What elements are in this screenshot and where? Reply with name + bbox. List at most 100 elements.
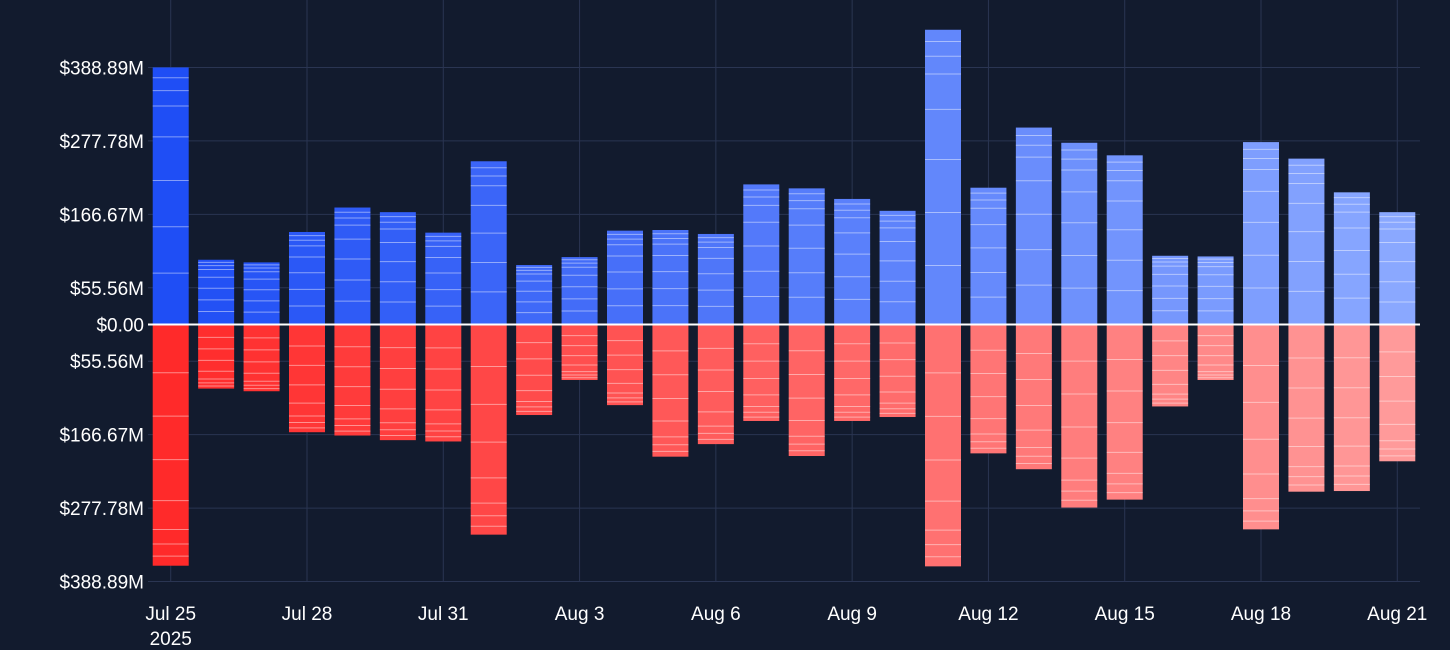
bar-group — [879, 210, 916, 418]
bar-negative — [1288, 324, 1325, 492]
bar-group — [1197, 256, 1234, 381]
bar-negative — [652, 324, 689, 457]
bar-negative — [1106, 324, 1143, 500]
bar-negative — [334, 324, 371, 436]
bar-negative — [243, 324, 280, 392]
bar-negative — [1061, 324, 1098, 508]
y-tick-label: $277.78M — [59, 499, 144, 520]
y-tick-label: $277.78M — [59, 132, 144, 153]
bar-negative — [607, 324, 643, 406]
bar-group — [788, 188, 825, 457]
bar-positive — [879, 210, 916, 325]
bar-group — [652, 229, 689, 457]
x-tick-label: Aug 12 — [958, 604, 1018, 625]
x-tick-label: Jul 31 — [418, 604, 469, 625]
bar-negative — [970, 324, 1007, 454]
bar-group — [607, 230, 643, 406]
bar-negative — [1333, 324, 1370, 492]
x-tick-label: Aug 9 — [827, 604, 877, 625]
x-tick-label: Aug 3 — [555, 604, 605, 625]
bar-negative — [470, 324, 507, 535]
bar-negative — [1152, 324, 1189, 407]
x-axis-ticks: Jul 25 Jul 28 Jul 31 Aug 3 Aug 6 Aug 9 Aug 12 A… — [145, 604, 1427, 625]
bar-group — [834, 198, 871, 421]
bar-positive — [743, 184, 780, 325]
bar-negative — [879, 324, 916, 418]
bar-positive — [289, 231, 325, 325]
bar-negative — [1243, 324, 1279, 530]
bar-negative — [1015, 324, 1052, 470]
x-tick-label: Aug 21 — [1367, 604, 1427, 625]
bar-positive — [607, 230, 643, 325]
bar-negative — [379, 324, 416, 441]
bar-positive — [1243, 142, 1279, 325]
bar-group — [470, 161, 507, 535]
bar-group — [425, 232, 462, 442]
bar-positive — [516, 265, 553, 325]
bar-positive — [788, 188, 825, 325]
bar-positive — [425, 232, 462, 325]
bar-positive — [1197, 256, 1234, 325]
bar-group — [334, 207, 371, 436]
bar-positive — [152, 67, 189, 325]
x-tick-label: Jul 28 — [282, 604, 333, 625]
bar-positive — [697, 233, 734, 325]
bar-group — [743, 184, 780, 421]
bar-group — [198, 259, 235, 389]
bar-positive — [1061, 142, 1098, 325]
bar-negative — [516, 324, 553, 416]
x-tick-label: Aug 6 — [691, 604, 741, 625]
bar-group — [1106, 155, 1143, 500]
bar-negative — [152, 324, 189, 566]
bar-positive — [379, 212, 416, 325]
bar-group — [152, 67, 189, 566]
bars — [152, 29, 1416, 567]
bar-group — [1061, 142, 1098, 508]
bar-group — [925, 29, 961, 567]
y-tick-label: $166.67M — [59, 205, 144, 226]
bar-positive — [1152, 255, 1189, 325]
bar-negative — [697, 324, 734, 445]
bar-group — [1333, 192, 1370, 492]
bar-positive — [1333, 192, 1370, 325]
bar-group — [1015, 127, 1052, 470]
bar-group — [561, 257, 598, 381]
bar-negative — [788, 324, 825, 457]
bar-group — [243, 262, 280, 392]
bar-group — [697, 233, 734, 445]
bar-negative — [425, 324, 462, 442]
bar-negative — [1379, 324, 1416, 462]
bar-positive — [1288, 158, 1325, 325]
bar-group — [1152, 255, 1189, 407]
bar-positive — [561, 257, 598, 325]
bar-positive — [198, 259, 235, 325]
x-tick-label: Aug 18 — [1231, 604, 1291, 625]
bar-negative — [561, 324, 598, 381]
bar-positive — [970, 187, 1007, 325]
bar-negative — [289, 324, 325, 433]
y-tick-label: $388.89M — [59, 59, 144, 80]
bar-positive — [834, 198, 871, 325]
x-tick-label: Jul 25 — [145, 604, 196, 625]
bar-group — [1243, 142, 1279, 530]
bar-positive — [1379, 212, 1416, 325]
bar-negative — [743, 324, 780, 421]
x-tick-label: Aug 15 — [1095, 604, 1155, 625]
bar-group — [289, 231, 325, 433]
bar-negative — [1197, 324, 1234, 381]
y-axis-ticks: $388.89M $277.78M $166.67M $55.56M $0.00 $55.… — [59, 59, 144, 594]
x-axis-year-label: 2025 — [150, 629, 192, 650]
y-tick-label: $55.56M — [70, 279, 144, 300]
y-tick-label: $388.89M — [59, 573, 144, 594]
bar-group — [1288, 158, 1325, 492]
bar-group — [516, 265, 553, 416]
bar-positive — [470, 161, 507, 325]
bar-positive — [243, 262, 280, 325]
y-tick-label: $166.67M — [59, 426, 144, 447]
bar-group — [1379, 212, 1416, 462]
bar-positive — [652, 229, 689, 325]
bar-group — [379, 212, 416, 441]
bar-positive — [1015, 127, 1052, 325]
bar-group — [970, 187, 1007, 454]
